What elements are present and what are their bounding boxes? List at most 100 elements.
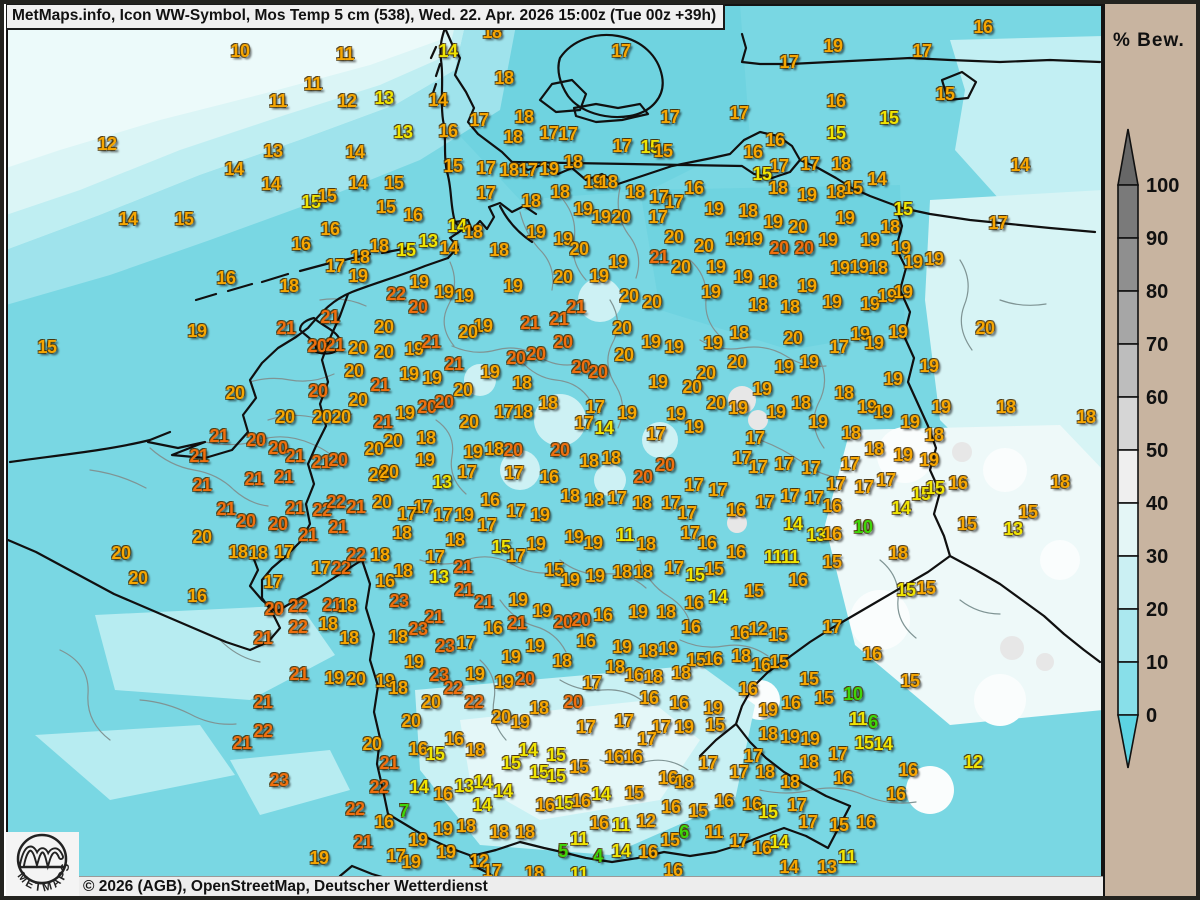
legend-sidebar: % Bew. 100 90 80 70 60 50 40 30 20 10 0 xyxy=(1103,4,1196,896)
station-temp: 23 xyxy=(389,591,409,612)
station-temp: 18 xyxy=(521,191,541,212)
station-temp: 19 xyxy=(919,356,939,377)
station-temp: 13 xyxy=(454,776,474,797)
station-temp: 21 xyxy=(232,733,252,754)
station-temp: 21 xyxy=(370,375,390,396)
station-temp: 18 xyxy=(780,772,800,793)
station-temp: 15 xyxy=(569,757,589,778)
station-temp: 14 xyxy=(891,498,911,519)
station-temp: 19 xyxy=(463,442,483,463)
station-temp: 19 xyxy=(494,672,514,693)
station-temp: 17 xyxy=(558,124,578,145)
station-temp: 16 xyxy=(788,570,808,591)
station-temp: 13 xyxy=(374,88,394,109)
station-temp: 20 xyxy=(619,286,639,307)
station-temp: 18 xyxy=(489,240,509,261)
station-temp: 11 xyxy=(848,709,868,730)
station-temp: 18 xyxy=(612,562,632,583)
station-temp: 20 xyxy=(346,669,366,690)
station-temp: 15 xyxy=(925,478,945,499)
station-temp: 19 xyxy=(589,266,609,287)
station-temp: 19 xyxy=(434,282,454,303)
station-temp: 18 xyxy=(826,182,846,203)
station-temp: 20 xyxy=(788,217,808,238)
station-temp: 16 xyxy=(684,178,704,199)
station-temp: 19 xyxy=(573,199,593,220)
station-temp: 16 xyxy=(681,617,701,638)
station-temp: 18 xyxy=(393,561,413,582)
station-temp: 19 xyxy=(849,257,869,278)
station-temp: 18 xyxy=(370,545,390,566)
station-temp: 19 xyxy=(454,505,474,526)
station-temp: 15 xyxy=(822,552,842,573)
station-temp: 15 xyxy=(826,123,846,144)
station-temp: 19 xyxy=(664,337,684,358)
station-temp: 17 xyxy=(413,497,433,518)
station-temp: 21 xyxy=(322,595,342,616)
border-poland-czechia xyxy=(698,204,1102,808)
station-temp: 16 xyxy=(738,679,758,700)
station-temp: 18 xyxy=(503,127,523,148)
station-temp: 20 xyxy=(401,711,421,732)
station-temp: 19 xyxy=(408,830,428,851)
station-temp: 18 xyxy=(512,373,532,394)
station-temp: 21 xyxy=(379,753,399,774)
station-temp: 20 xyxy=(362,734,382,755)
station-temp: 17 xyxy=(397,504,417,525)
station-temp: 18 xyxy=(834,383,854,404)
station-temp: 22 xyxy=(331,558,351,579)
station-temp: 12 xyxy=(748,619,768,640)
coastline-sweden xyxy=(740,32,1102,66)
station-temp: 18 xyxy=(228,542,248,563)
station-temp: 20 xyxy=(588,362,608,383)
station-temp: 21 xyxy=(276,318,296,339)
station-temp: 18 xyxy=(780,297,800,318)
station-temp: 15 xyxy=(640,137,660,158)
station-temp: 21 xyxy=(353,832,373,853)
station-temp: 19 xyxy=(404,652,424,673)
station-temp: 19 xyxy=(375,671,395,692)
station-temp: 14 xyxy=(472,795,492,816)
station-temp: 13 xyxy=(429,567,449,588)
station-temp: 21 xyxy=(289,664,309,685)
station-temp: 18 xyxy=(636,534,656,555)
station-temp: 16 xyxy=(886,784,906,805)
station-temp: 17 xyxy=(433,505,453,526)
station-temp: 18 xyxy=(456,816,476,837)
station-temp: 14 xyxy=(224,159,244,180)
station-temp: 18 xyxy=(484,439,504,460)
station-temp: 6 xyxy=(868,712,878,733)
station-temp: 16 xyxy=(752,838,772,859)
station-temp: 16 xyxy=(604,747,624,768)
legend-title: % Bew. xyxy=(1113,30,1185,51)
station-temp: 19 xyxy=(648,372,668,393)
station-temp: 15 xyxy=(546,745,566,766)
station-temp: 17 xyxy=(854,477,874,498)
station-temp: 19 xyxy=(808,412,828,433)
station-temp: 20 xyxy=(571,357,591,378)
station-temp: 19 xyxy=(800,729,820,750)
station-temp: 19 xyxy=(415,450,435,471)
station-temp: 18 xyxy=(339,628,359,649)
legend-tick-label: 10 xyxy=(1146,652,1168,674)
station-temp: 18 xyxy=(864,439,884,460)
station-temp: 21 xyxy=(285,498,305,519)
station-temp: 18 xyxy=(768,178,788,199)
station-temp: 15 xyxy=(799,669,819,690)
station-temp: 16 xyxy=(576,631,596,652)
station-temp: 16 xyxy=(571,791,591,812)
attribution-bar: © 2026 (AGB), OpenStreetMap, Deutscher W… xyxy=(78,876,1103,897)
station-temp: 12 xyxy=(469,851,489,872)
station-temp: 20 xyxy=(348,390,368,411)
station-temp: 22 xyxy=(288,596,308,617)
bornholm-island xyxy=(940,70,978,102)
station-temp: 20 xyxy=(264,599,284,620)
station-temp: 16 xyxy=(187,586,207,607)
wadden-islands xyxy=(194,246,410,302)
station-temp: 21 xyxy=(253,692,273,713)
station-temp: 19 xyxy=(704,199,724,220)
station-temp: 17 xyxy=(386,846,406,867)
station-temp: 20 xyxy=(458,322,478,343)
station-temp: 19 xyxy=(799,352,819,373)
